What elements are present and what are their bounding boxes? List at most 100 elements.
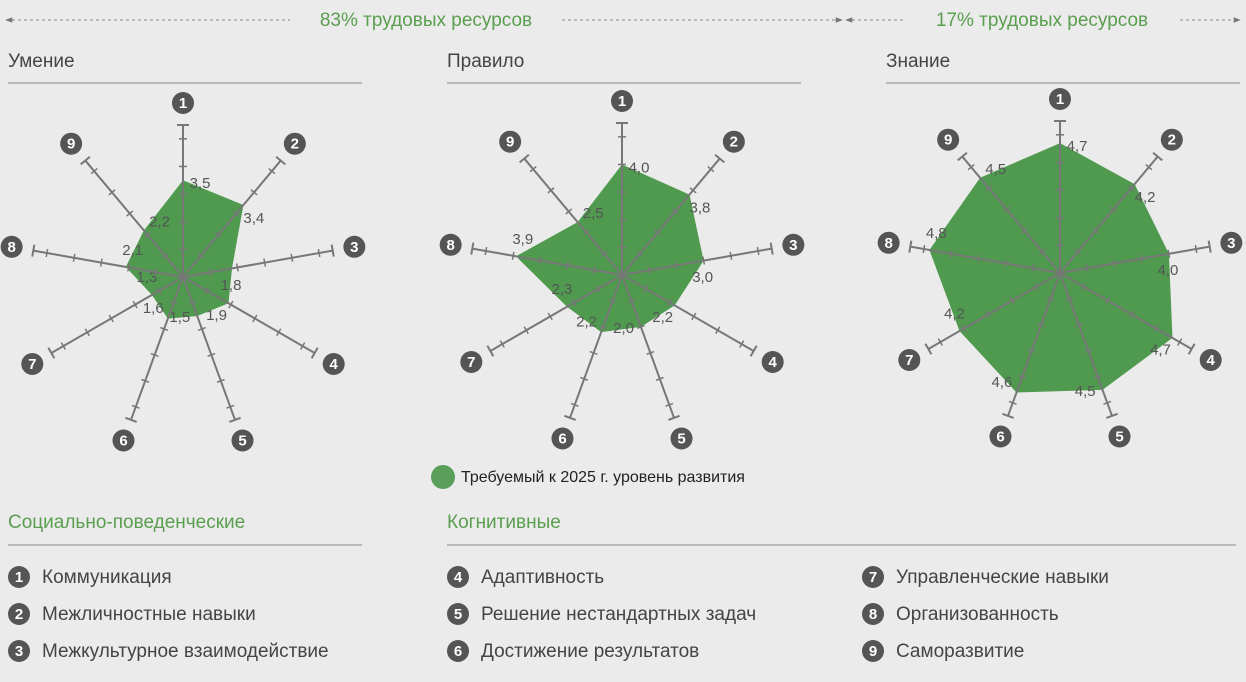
tick-mark [653,229,662,236]
value-label: 1,5 [169,309,190,326]
tick-mark [538,256,542,265]
number-badge [231,429,254,452]
axis-line [961,155,1061,274]
tick-mark [169,300,178,306]
tick-mark [595,284,601,293]
value-label: 4,8 [926,225,947,242]
tick-mark [197,252,205,259]
number-label: 6 [558,430,566,447]
number-label: 9 [506,134,514,151]
tick-mark [1145,164,1153,171]
value-label: 3,8 [690,200,711,217]
axis-line [1059,272,1113,417]
tick-mark [150,352,159,357]
axis-cap [486,345,495,357]
axis-cap [47,347,56,359]
tick-mark [647,266,651,275]
tick-mark [1140,254,1144,263]
tick-mark [207,352,216,357]
number-badge [343,235,366,258]
tick-mark [127,263,131,272]
axis-line [33,249,184,278]
tick-mark [1177,338,1183,346]
number-badge [0,235,23,258]
tick-mark [636,250,644,257]
value-label: 1,6 [143,300,164,317]
value-label: 2,3 [551,281,572,298]
number-label: 7 [467,354,475,371]
radar-area [929,143,1173,393]
tick-mark [45,248,49,258]
axis-cap [125,416,137,423]
chart-title: Знание [886,51,950,72]
skill-name: Межкультурное взаимодействие [42,641,329,662]
number-label: 3 [1227,235,1235,252]
tick-mark [126,210,134,217]
axis-line [84,159,184,278]
value-label: 4,5 [985,161,1006,178]
tick-mark [132,300,138,309]
number-badge [447,603,469,625]
axis-cap [1152,151,1163,162]
axis-cap [1187,343,1196,355]
skill-name: Управленческие навыки [896,567,1109,588]
tick-mark [1103,400,1112,405]
chart-title: Правило [447,51,524,72]
tick-mark [1105,296,1111,305]
axis-cap [957,151,968,162]
number-badge [460,351,483,373]
number-label: 1 [179,95,187,112]
tick-mark [1084,348,1093,353]
number-badge [60,132,83,155]
tick-mark [1018,374,1027,379]
tick-mark [108,189,116,196]
value-label: 3,0 [692,269,713,286]
tick-mark [160,326,169,332]
axis-line [1059,155,1159,274]
number-badge [8,566,30,588]
number-label: 4 [769,354,778,371]
number-badge [862,566,884,588]
tick-mark [317,248,321,258]
axis-line [182,276,236,421]
tick-mark [655,376,664,381]
tick-mark [937,338,943,346]
tick-mark [702,256,706,265]
number-badge [670,427,693,450]
axis-line [927,272,1061,350]
header-label: 83% трудовых ресурсов [320,10,532,31]
value-label: 2,2 [576,314,597,331]
number-badge [1220,231,1243,254]
tick-mark [523,326,529,335]
tick-mark [511,251,515,260]
tick-mark [1167,249,1171,258]
axis-line [1007,272,1061,417]
number-label: 9 [67,136,75,153]
number-badge [322,353,345,375]
number-badge [1049,88,1071,110]
skill-name: Достижение результатов [481,641,699,662]
tick-mark [252,314,258,323]
number-badge [1160,128,1183,151]
tick-mark [636,324,645,330]
value-label: 4,6 [991,374,1012,391]
skill-name: Коммуникация [42,567,172,588]
tick-mark [627,298,636,304]
tick-mark [484,246,488,256]
tick-mark [582,229,591,236]
group-title: Социально-поведенческие [8,512,245,533]
chart-title: Умение [8,51,75,72]
tick-mark [599,324,608,330]
tick-mark [131,404,140,409]
number-badge [21,353,44,375]
number-badge [898,349,921,371]
tick-mark [961,324,967,333]
skill-name: Адаптивность [481,567,604,588]
tick-mark [1091,227,1100,234]
skill-name: Организованность [896,604,1059,625]
tick-mark [161,252,169,259]
number-label: 8 [7,239,15,256]
tick-mark [1004,259,1008,268]
number-label: 9 [869,643,877,660]
